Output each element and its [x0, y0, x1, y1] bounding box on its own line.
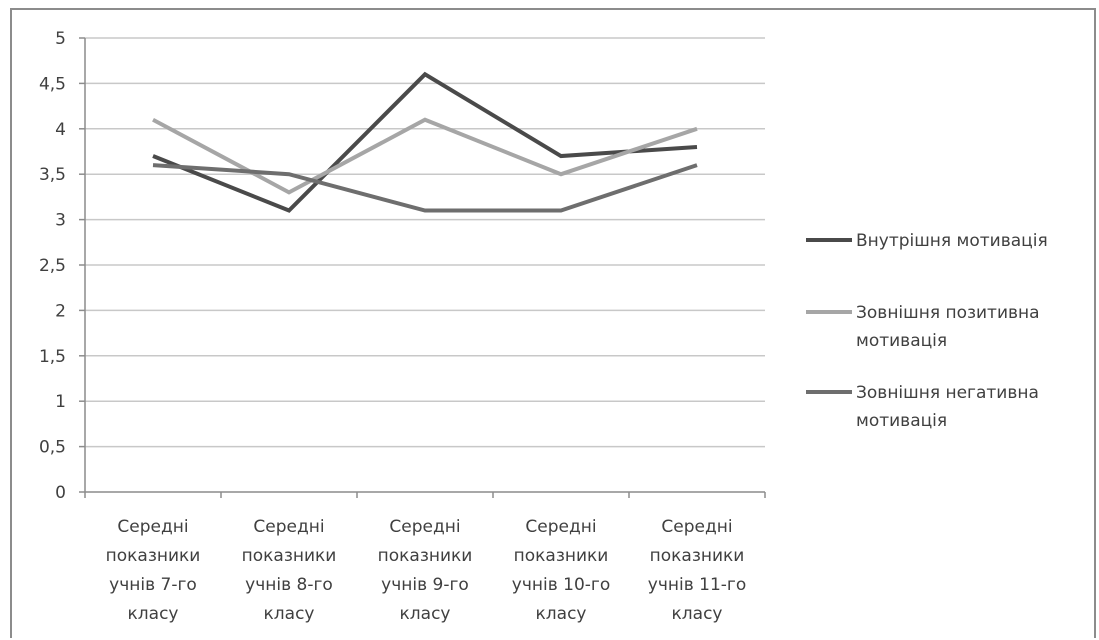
y-tick-label: 4,5	[39, 74, 66, 94]
x-category-label: Середні показники учнів 11-го класу	[648, 517, 746, 624]
y-tick-label: 0	[55, 483, 66, 503]
axes	[79, 37, 766, 498]
y-tick-label: 5	[55, 29, 66, 49]
gridlines	[85, 37, 765, 448]
y-tick-label: 2,5	[39, 256, 66, 276]
y-tick-label: 2	[55, 301, 66, 321]
y-tick-labels: 0 0,5 1 1,5 2 2,5 3 3,5 4 4,5 5	[39, 29, 66, 503]
x-category-label: Середні показники учнів 8-го класу	[242, 517, 337, 624]
y-tick-label: 3	[55, 211, 66, 231]
x-category-labels: Середні показники учнів 7-го класу Середні по…	[106, 517, 747, 624]
legend: Внутрішня мотивація Зовнішня позитивна мот…	[806, 231, 1048, 431]
series-line	[152, 71, 698, 213]
series-lines	[152, 71, 698, 213]
y-tick-label: 4	[55, 120, 66, 140]
series-line	[152, 163, 698, 213]
legend-label: Внутрішня мотивація	[856, 231, 1048, 251]
x-category-label: Середні показники учнів 10-го класу	[512, 517, 610, 624]
y-tick-label: 1	[55, 392, 66, 412]
x-category-label: Середні показники учнів 7-го класу	[106, 517, 201, 624]
legend-label: Зовнішня негативна мотивація	[856, 383, 1039, 431]
x-category-label: Середні показники учнів 9-го класу	[378, 517, 473, 624]
y-tick-label: 1,5	[39, 347, 66, 367]
chart-frame	[10, 8, 1096, 638]
series-line	[152, 117, 698, 195]
y-tick-label: 3,5	[39, 165, 66, 185]
legend-label: Зовнішня позитивна мотивація	[856, 303, 1040, 351]
y-tick-label: 0,5	[39, 438, 66, 458]
